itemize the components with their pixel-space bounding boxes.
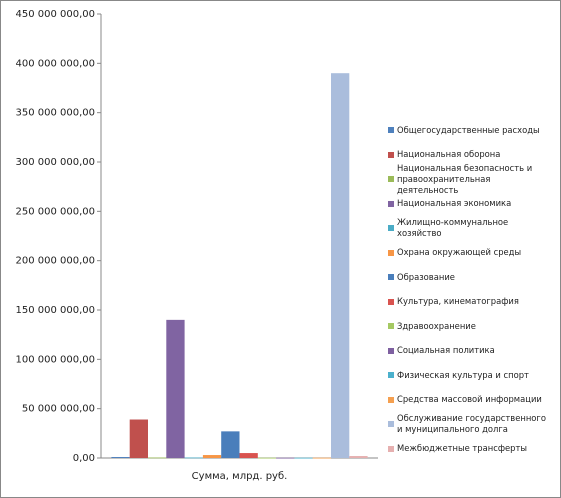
y-tick-label: 150 000 000,00	[15, 305, 95, 316]
legend-label: Национальная безопасность и правоохранит…	[397, 162, 533, 195]
legend-item: Социальная политика	[388, 339, 548, 364]
legend-item: Обслуживание государственного и муниципа…	[388, 412, 548, 437]
legend-item: Образование	[388, 265, 548, 290]
bar	[294, 457, 313, 459]
legend-swatch	[388, 323, 394, 330]
legend-item: Национальная оборона	[388, 143, 548, 168]
bar	[257, 457, 277, 459]
legend-label: Образование	[397, 271, 455, 282]
legend-label: Физическая культура и спорт	[397, 369, 529, 380]
bar	[221, 431, 240, 458]
legend-label: Межбюджетные трансферты	[397, 443, 527, 454]
legend-swatch	[388, 176, 394, 183]
legend-swatch	[388, 372, 394, 379]
legend-swatch	[388, 347, 394, 354]
bar	[349, 456, 368, 458]
y-tick-label: 200 000 000,00	[15, 256, 95, 267]
legend-swatch	[388, 298, 394, 305]
legend-item: Общегосударственные расходы	[388, 118, 548, 143]
bar	[166, 319, 185, 458]
legend-swatch	[388, 151, 394, 158]
bar	[111, 457, 130, 458]
legend-swatch	[388, 127, 394, 134]
bar	[331, 73, 350, 458]
y-tick-label: 250 000 000,00	[15, 206, 95, 217]
legend-swatch	[388, 396, 394, 403]
x-tick-label: Сумма, млрд. руб.	[192, 471, 288, 482]
legend-swatch	[388, 421, 394, 428]
legend-item: Национальная безопасность и правоохранит…	[388, 163, 548, 195]
legend: Общегосударственные расходы Национальная …	[388, 118, 548, 461]
y-tick-label: 300 000 000,00	[15, 157, 95, 168]
legend-label: Социальная политика	[397, 345, 495, 356]
legend-swatch	[388, 200, 394, 207]
bar	[239, 453, 258, 458]
y-tick-label: 50 000 000,00	[22, 404, 95, 415]
legend-label: Обслуживание государственного и муниципа…	[397, 413, 546, 435]
y-tick-label: 100 000 000,00	[15, 354, 95, 365]
bar	[276, 457, 295, 459]
legend-label: Культура, кинематография	[397, 296, 519, 307]
y-tick-label: 400 000 000,00	[15, 58, 95, 69]
legend-item: Культура, кинематография	[388, 290, 548, 315]
legend-swatch	[388, 274, 394, 281]
bar	[129, 419, 148, 458]
bar	[202, 455, 222, 458]
legend-label: Средства массовой информации	[397, 394, 542, 405]
legend-label: Общегосударственные расходы	[397, 124, 540, 135]
legend-item: Средства массовой информации	[388, 388, 548, 413]
y-tick-label: 350 000 000,00	[15, 108, 95, 119]
legend-label: Жилищно-коммунальное хозяйство	[397, 217, 509, 239]
legend-label: Национальная оборона	[397, 149, 501, 160]
bar	[312, 457, 331, 459]
legend-item: Здравоохранение	[388, 314, 548, 339]
legend-item: Физическая культура и спорт	[388, 363, 548, 388]
legend-item: Жилищно-коммунальное хозяйство	[388, 216, 548, 241]
legend-item: Национальная экономика	[388, 192, 548, 217]
bar	[184, 457, 203, 459]
legend-label: Охрана окружающей среды	[397, 247, 522, 258]
legend-item: Охрана окружающей среды	[388, 241, 548, 266]
legend-swatch	[388, 445, 394, 452]
legend-label: Национальная экономика	[397, 198, 512, 209]
legend-swatch	[388, 249, 394, 256]
bar	[148, 457, 167, 459]
y-tick-label: 0,00	[73, 453, 95, 464]
y-tick-label: 450 000 000,00	[15, 9, 95, 20]
legend-swatch	[388, 225, 394, 232]
legend-label: Здравоохранение	[397, 320, 476, 331]
legend-item: Межбюджетные трансферты	[388, 437, 548, 462]
